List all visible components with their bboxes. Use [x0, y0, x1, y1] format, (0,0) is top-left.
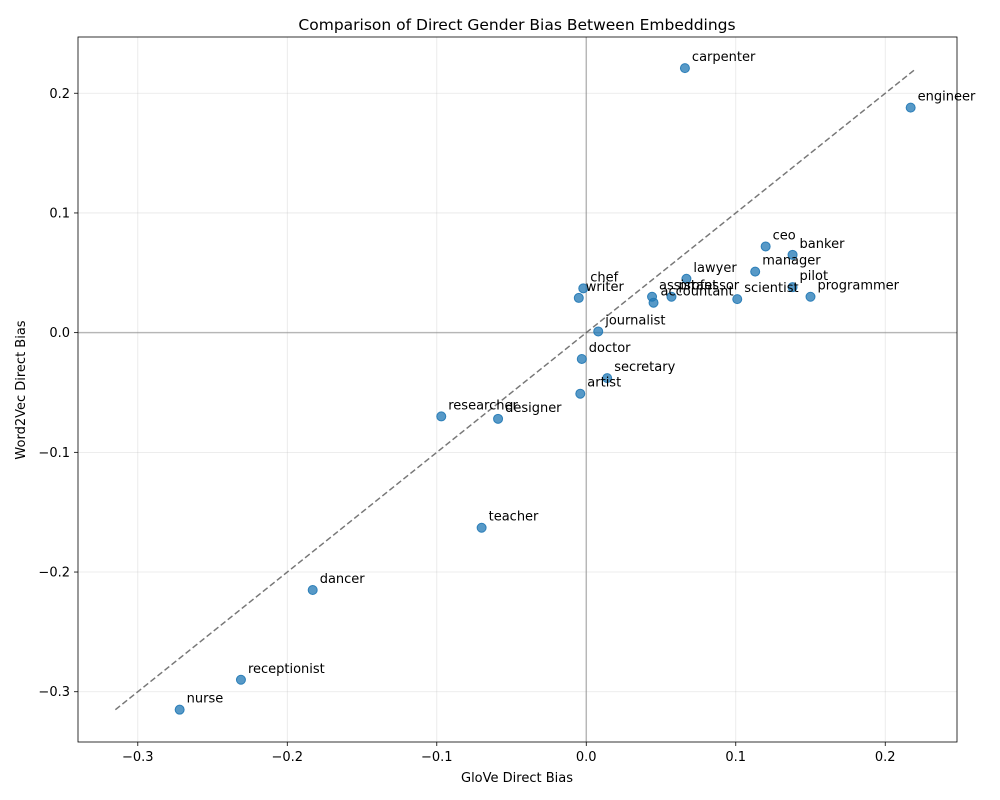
point-label-professor: professor	[678, 279, 739, 294]
y-tick-label: −0.3	[38, 685, 70, 700]
data-point-nurse	[174, 704, 185, 715]
point-label-assistant: assistant	[659, 279, 717, 294]
chart-title: Comparison of Direct Gender Bias Between…	[298, 16, 735, 34]
y-tick-label: −0.2	[38, 566, 70, 581]
point-label-researcher: researcher	[448, 398, 518, 413]
y-tick-label: −0.1	[38, 446, 70, 461]
point-label-scientist: scientist	[744, 281, 798, 296]
point-label-carpenter: carpenter	[692, 50, 756, 65]
point-label-programmer: programmer	[818, 279, 900, 294]
data-point-chef	[578, 283, 589, 294]
point-label-doctor: doctor	[589, 341, 631, 356]
point-label-secretary: secretary	[614, 360, 675, 375]
x-tick-label: 0.2	[875, 750, 896, 765]
data-point-researcher	[436, 411, 447, 422]
data-point-carpenter	[679, 63, 690, 74]
data-point-professor	[666, 291, 677, 302]
x-tick-label: 0.0	[576, 750, 597, 765]
point-label-banker: banker	[800, 237, 846, 252]
point-label-receptionist: receptionist	[248, 662, 325, 677]
point-label-nurse: nurse	[187, 692, 224, 707]
data-points	[174, 63, 916, 715]
point-label-pilot: pilot	[800, 269, 829, 284]
data-point-teacher	[476, 522, 487, 533]
point-label-accountant: accountant	[661, 285, 734, 300]
data-point-artist	[575, 388, 586, 399]
data-point-doctor	[576, 353, 587, 364]
data-point-ceo	[760, 241, 771, 252]
data-point-engineer	[905, 102, 916, 113]
grid	[78, 37, 957, 742]
y-axis-ticks: −0.3 −0.2 −0.1 0.0 0.1 0.2	[38, 87, 78, 700]
point-label-artist: artist	[587, 376, 621, 391]
data-point-writer	[573, 292, 584, 303]
data-point-designer	[493, 413, 504, 424]
point-label-designer: designer	[505, 401, 562, 416]
data-point-banker	[787, 249, 798, 260]
point-label-journalist: journalist	[604, 313, 665, 328]
point-label-manager: manager	[762, 254, 821, 269]
data-point-scientist	[732, 294, 743, 305]
data-point-receptionist	[235, 674, 246, 685]
point-label-ceo: ceo	[773, 228, 796, 243]
reference-lines	[78, 37, 957, 742]
data-point-lawyer	[681, 273, 692, 284]
point-label-lawyer: lawyer	[693, 261, 737, 276]
y-tick-label: 0.2	[49, 87, 70, 102]
x-tick-label: 0.1	[725, 750, 746, 765]
data-point-journalist	[593, 326, 604, 337]
x-tick-label: −0.3	[122, 750, 154, 765]
data-point-programmer	[805, 291, 816, 302]
data-point-manager	[750, 266, 761, 277]
y-tick-label: 0.0	[49, 326, 70, 341]
y-tick-label: 0.1	[49, 206, 70, 221]
point-labels: carpenter engineer ceo banker manager lawyer p…	[187, 50, 976, 707]
data-point-accountant	[648, 297, 659, 308]
x-tick-label: −0.1	[421, 750, 453, 765]
x-axis-label: GloVe Direct Bias	[461, 771, 573, 786]
x-tick-label: −0.2	[271, 750, 303, 765]
plot-frame	[77, 36, 958, 743]
identity-diagonal-line	[114, 68, 916, 711]
x-axis-ticks: −0.3 −0.2 −0.1 0.0 0.1 0.2	[122, 742, 896, 765]
point-label-teacher: teacher	[489, 510, 539, 525]
point-label-dancer: dancer	[320, 572, 366, 587]
data-point-secretary	[602, 373, 613, 384]
point-label-chef: chef	[590, 270, 618, 285]
point-label-writer: writer	[586, 280, 625, 295]
y-axis-label: Word2Vec Direct Bias	[14, 320, 29, 459]
data-point-pilot	[787, 282, 798, 293]
point-label-engineer: engineer	[918, 90, 976, 105]
data-point-dancer	[307, 584, 318, 595]
